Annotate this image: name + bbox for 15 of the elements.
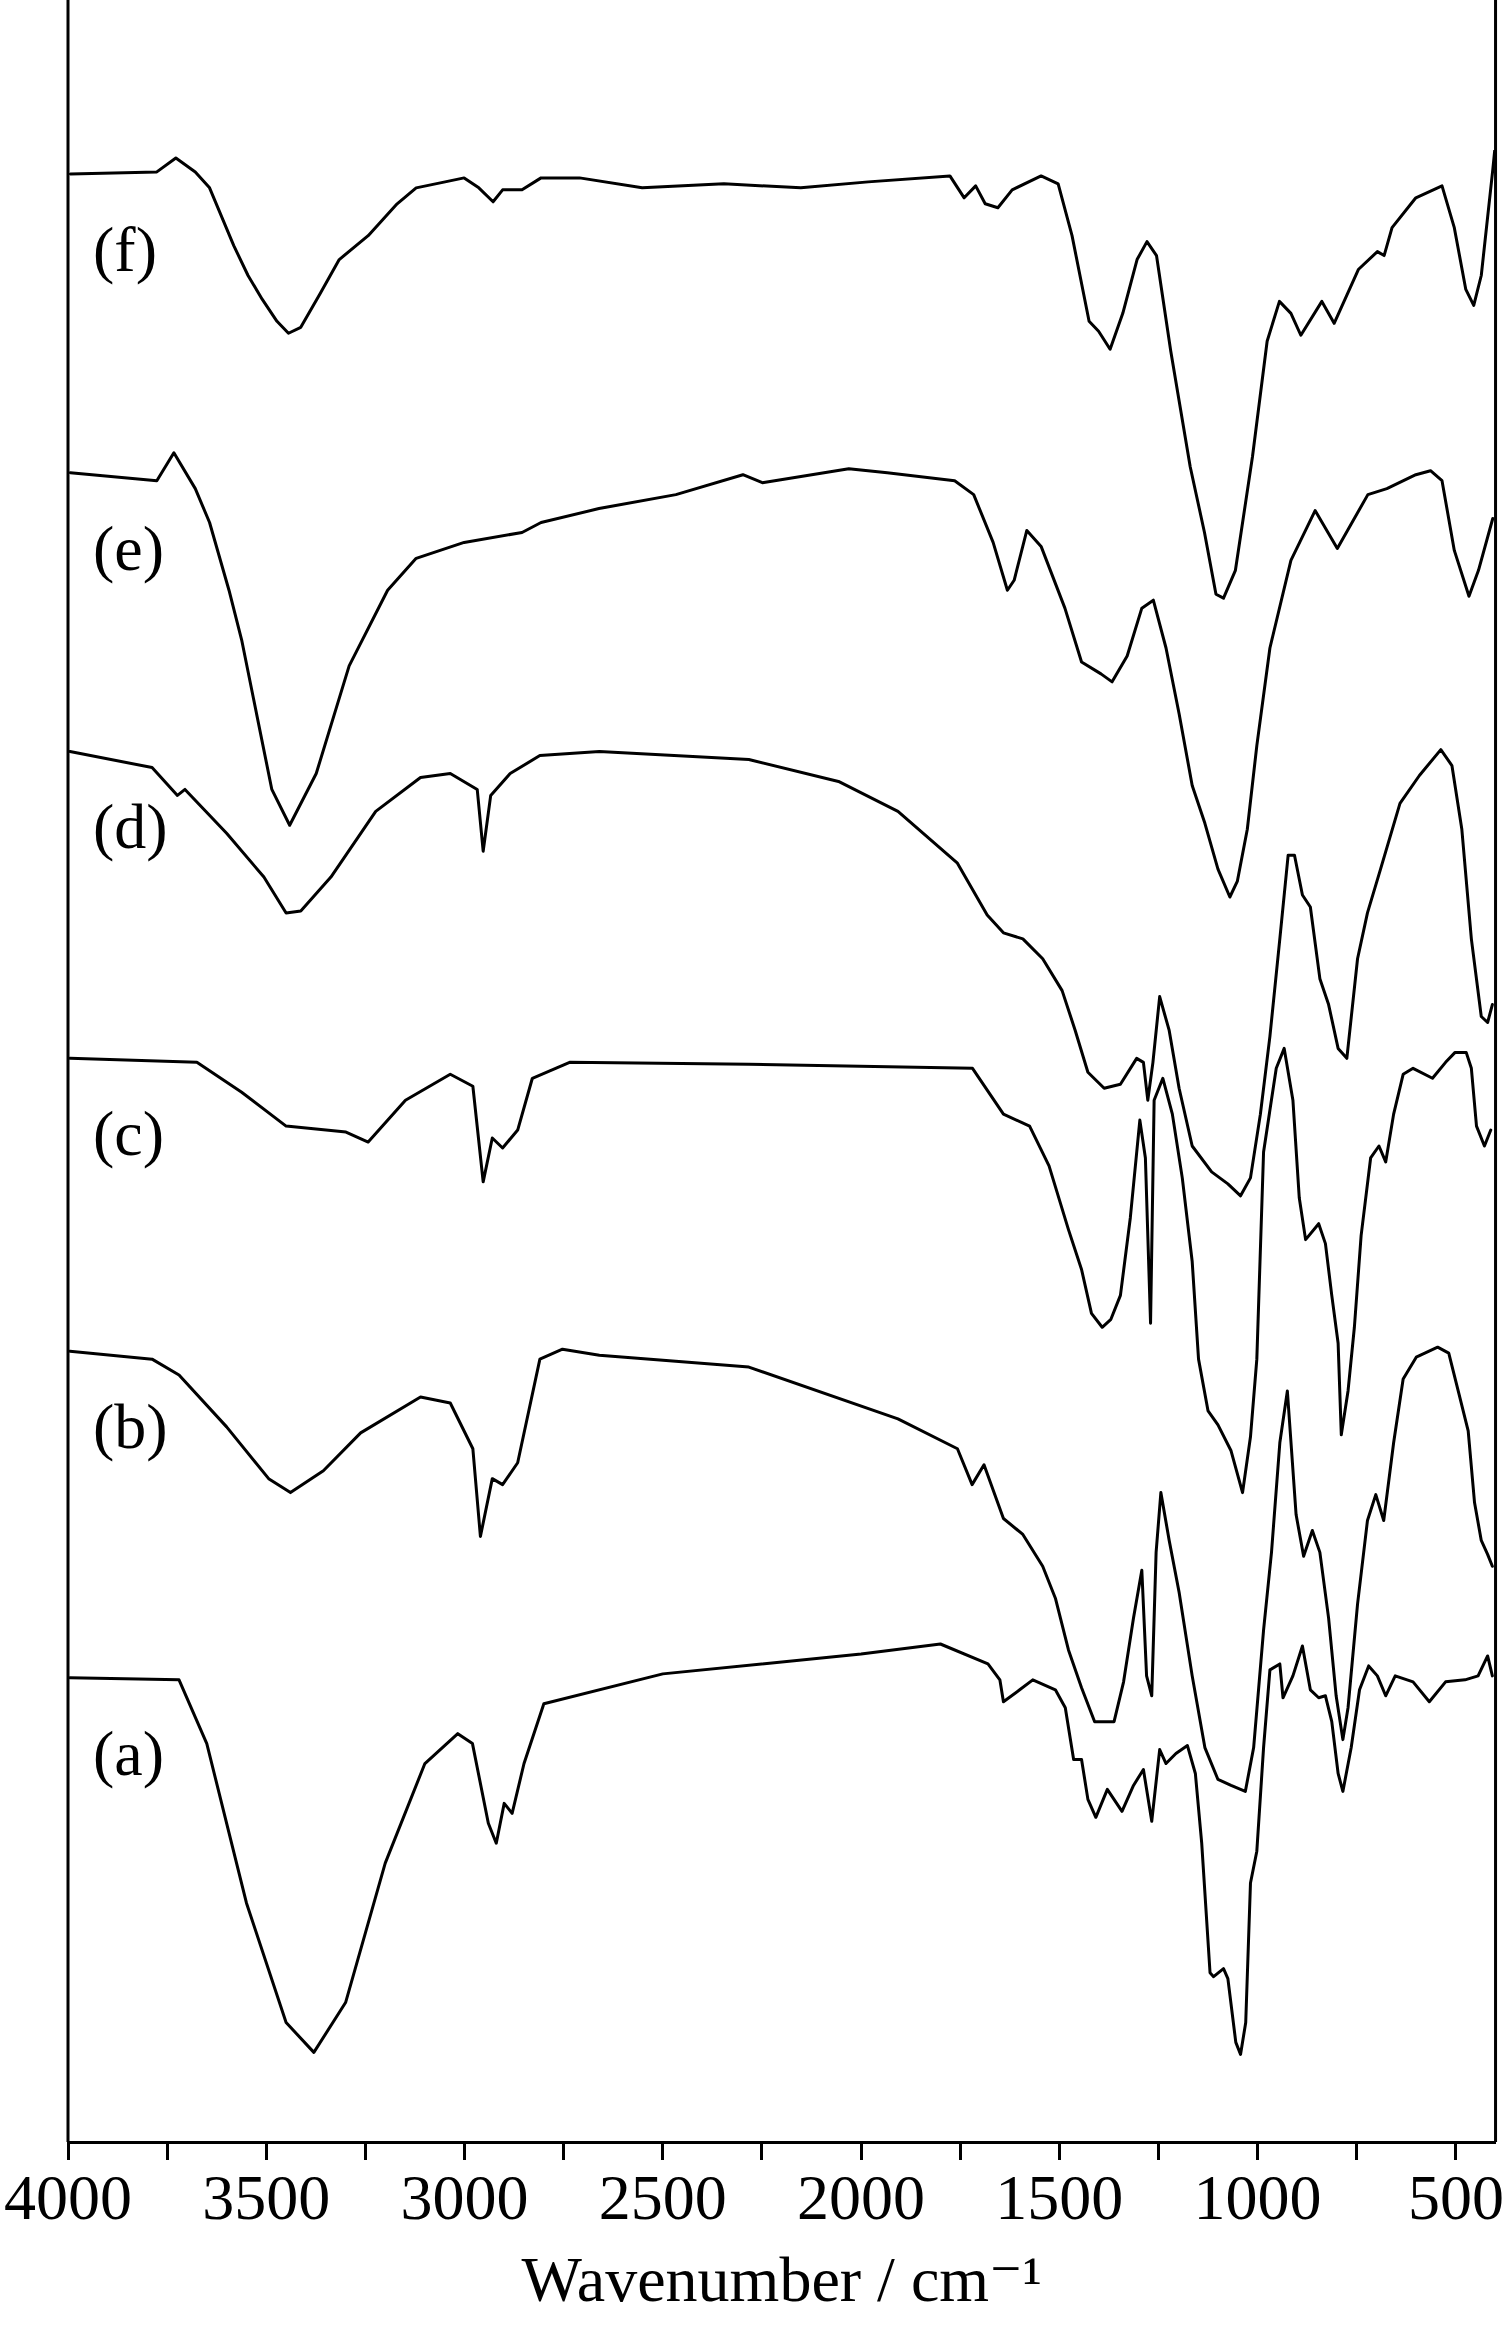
x-tick-label: 2500 <box>598 2162 727 2234</box>
x-tick-label: 1000 <box>1193 2162 1322 2234</box>
x-tick-label: 3000 <box>400 2162 529 2234</box>
series-label: (d) <box>93 791 168 863</box>
series-label: (b) <box>93 1390 168 1462</box>
x-axis-title: Wavenumber / cm⁻¹ <box>521 2244 1043 2316</box>
series-label: (f) <box>93 213 157 285</box>
series-label: (c) <box>93 1098 165 1170</box>
x-tick-label: 500 <box>1407 2162 1504 2234</box>
x-tick-label: 1500 <box>995 2162 1124 2234</box>
series-label: (e) <box>93 512 165 584</box>
x-tick-label: 3500 <box>202 2162 331 2234</box>
x-tick-label: 4000 <box>4 2162 132 2234</box>
x-tick-label: 2000 <box>797 2162 926 2234</box>
series-label: (a) <box>93 1717 165 1789</box>
